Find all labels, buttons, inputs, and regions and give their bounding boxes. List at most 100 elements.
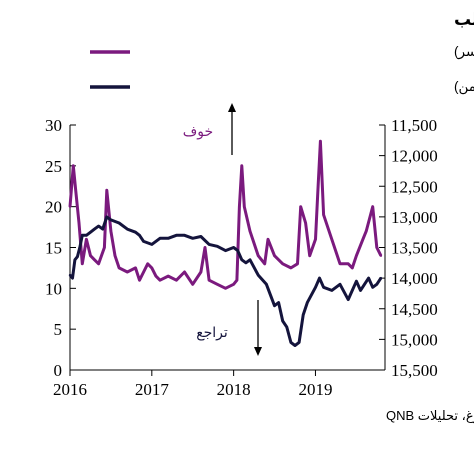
vix-point — [113, 254, 117, 257]
up-arrowhead-icon — [228, 103, 236, 112]
idr-point — [359, 289, 362, 292]
idr-point — [318, 276, 321, 280]
idr-point — [273, 304, 276, 307]
idr-point — [71, 276, 74, 280]
idr-point — [93, 227, 96, 231]
vix-point — [191, 283, 194, 286]
vix-point — [379, 254, 383, 257]
vix-point — [319, 140, 322, 143]
annotation-decline: تراجع — [196, 300, 262, 356]
idr-point — [355, 280, 358, 283]
vix-point — [281, 262, 284, 265]
legend-vix-label: مؤشر التقلب (متوسط متحرك لـ 10 أيام، جان… — [454, 42, 474, 60]
right-tick-label: 14,500 — [391, 300, 438, 319]
right-tick-label: 14,000 — [391, 269, 438, 288]
idr-point — [101, 227, 104, 231]
vix-point — [74, 189, 77, 192]
vix-point — [224, 287, 227, 290]
vix-point — [199, 270, 203, 274]
vix-point — [89, 254, 92, 257]
idr-point — [330, 289, 333, 292]
idr-point — [142, 240, 145, 243]
vix-point — [138, 279, 141, 282]
idr-point — [265, 283, 268, 286]
vix-point — [365, 230, 368, 233]
idr-point — [379, 276, 383, 280]
vix-point — [150, 266, 153, 270]
idr-point — [347, 298, 350, 301]
idr-point — [73, 258, 77, 261]
idr-point — [68, 273, 72, 277]
vix-point — [316, 189, 320, 192]
right-tick-label: 15,000 — [391, 330, 438, 349]
left-tick-label: 20 — [45, 198, 62, 217]
idr-point — [297, 341, 301, 344]
idr-point — [167, 237, 170, 240]
series-points — [68, 140, 383, 347]
idr-point — [277, 301, 280, 304]
vix-point — [308, 254, 311, 257]
idr-point — [232, 246, 235, 249]
vix-point — [109, 230, 113, 233]
vix-point — [375, 246, 378, 249]
vix-point — [77, 221, 81, 225]
annotation-fear-label: خوف — [183, 123, 213, 140]
right-tick-label: 13,000 — [391, 208, 438, 227]
idr-point — [224, 249, 227, 252]
idr-point — [85, 234, 88, 237]
vix-point — [93, 258, 96, 261]
vix-point — [361, 238, 365, 241]
idr-point — [322, 286, 325, 289]
right-tick-label: 11,500 — [391, 116, 437, 135]
idr-point — [199, 235, 203, 238]
idr-point — [248, 258, 252, 261]
idr-point — [109, 218, 113, 222]
idr-series-line — [68, 215, 383, 347]
right-tick-label: 15,500 — [391, 361, 438, 380]
x-tick-label: 2016 — [53, 380, 87, 399]
idr-point — [158, 237, 162, 240]
vix-point — [142, 270, 145, 274]
vix-point — [183, 270, 186, 274]
idr-point — [89, 231, 92, 234]
left-tick-label: 25 — [45, 157, 62, 176]
right-tick-label: 12,000 — [391, 147, 438, 166]
vix-point — [167, 274, 170, 278]
annotation-decline-label: تراجع — [196, 324, 228, 341]
vix-point — [243, 205, 246, 208]
vix-point — [72, 164, 75, 167]
vix-point — [154, 274, 158, 278]
left-tick-label: 0 — [54, 361, 63, 380]
vix-point — [371, 205, 374, 208]
vix-point — [105, 189, 109, 192]
idr-point — [138, 234, 141, 237]
legend-idr-label: الروبية الإندونيسية (معكوس، جانب أيمن) — [454, 77, 474, 95]
idr-point — [351, 289, 354, 292]
vix-point — [263, 262, 266, 265]
idr-point — [175, 234, 178, 237]
left-tick-label: 30 — [45, 116, 62, 135]
idr-point — [191, 237, 194, 240]
vix-point — [296, 262, 299, 265]
idr-point — [289, 341, 293, 344]
vix-point — [175, 279, 178, 282]
left-tick-label: 10 — [45, 279, 62, 298]
vix-point — [299, 205, 302, 208]
vix-point — [203, 246, 207, 249]
right-tick-label: 13,500 — [391, 239, 438, 258]
vix-point — [117, 266, 121, 270]
idr-point — [375, 283, 378, 286]
vix-point — [232, 283, 235, 286]
idr-point — [105, 215, 109, 219]
vix-point — [235, 279, 239, 282]
x-tick-label: 2017 — [135, 380, 170, 399]
left-tick-label: 15 — [45, 239, 62, 258]
idr-point — [240, 258, 243, 261]
vix-point — [238, 205, 241, 208]
idr-point — [363, 283, 366, 286]
vix-point — [103, 246, 106, 249]
idr-point — [306, 301, 309, 304]
idr-point — [183, 234, 186, 237]
vix-point — [158, 279, 162, 282]
